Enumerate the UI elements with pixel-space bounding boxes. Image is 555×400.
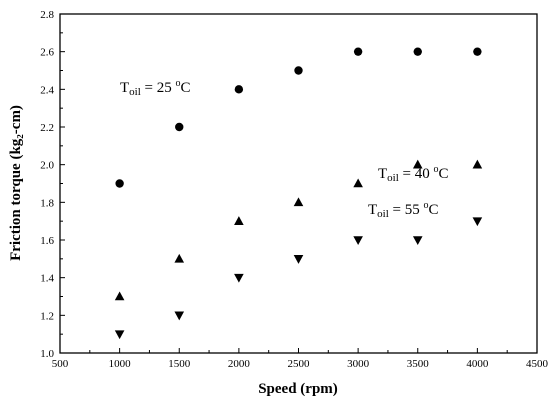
y-tick-label: 1.6	[40, 235, 54, 247]
y-tick-label: 1.2	[40, 310, 54, 322]
x-tick-label: 4000	[466, 358, 489, 370]
y-tick-label: 1.0	[40, 348, 54, 360]
data-point-series-2	[174, 253, 185, 263]
data-point-series-1	[294, 66, 303, 75]
plot-frame	[59, 13, 538, 354]
data-point-series-1	[413, 47, 422, 56]
data-points	[114, 47, 483, 340]
x-tick-label: 1000	[109, 358, 132, 370]
x-tick-label: 2500	[288, 358, 311, 370]
data-point-series-3	[472, 217, 483, 227]
y-tick-label: 1.8	[40, 197, 54, 209]
annotation-t-oil-40: Toil = 40 oC	[378, 164, 449, 184]
y-tick-label: 2.6	[40, 47, 54, 59]
y-tick-label: 2.0	[40, 160, 54, 172]
data-point-series-1	[115, 179, 124, 188]
data-point-series-3	[412, 236, 423, 245]
data-point-series-1	[175, 122, 184, 132]
x-tick-label: 3000	[347, 358, 370, 370]
y-axis-label: Friction torque (kg₂-cm)	[8, 105, 24, 261]
data-point-series-1	[473, 47, 482, 56]
data-point-series-2	[412, 159, 423, 169]
data-point-series-3	[234, 273, 244, 283]
x-tick-label: 2000	[228, 358, 251, 370]
data-point-series-1	[353, 47, 363, 56]
x-tick-label: 3500	[407, 358, 430, 370]
x-tick-label: 4500	[526, 358, 549, 370]
data-point-series-2	[114, 291, 125, 301]
y-tick-label: 2.4	[40, 84, 54, 96]
annotation-t-oil-55: Toil = 55 oC	[368, 200, 439, 220]
y-tick-label: 1.4	[40, 273, 54, 285]
data-point-series-1	[234, 85, 244, 94]
annotation-t-oil-25: Toil = 25 oC	[120, 78, 191, 98]
data-point-series-3	[174, 311, 185, 321]
y-tick-label: 2.8	[40, 9, 54, 21]
data-point-series-2	[293, 197, 304, 207]
data-point-series-2	[234, 216, 244, 225]
data-point-series-2	[353, 178, 363, 188]
data-point-series-3	[293, 255, 304, 264]
x-tick-label: 1500	[168, 358, 191, 370]
x-axis-label: Speed (rpm)	[258, 381, 338, 397]
data-point-series-3	[353, 236, 363, 245]
data-point-series-3	[114, 330, 125, 340]
data-point-series-2	[472, 159, 483, 169]
x-tick-label: 500	[52, 358, 69, 370]
axis-ticks: 500 1000 1500 2000 2500 3000 3500 4000 4500 1.0 1.…	[40, 9, 548, 370]
y-tick-label: 2.2	[40, 122, 54, 134]
